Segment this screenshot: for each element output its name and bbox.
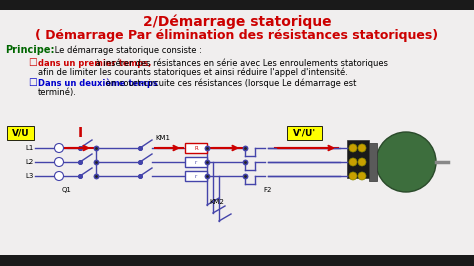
Text: r: r: [195, 160, 197, 164]
Text: L1: L1: [26, 145, 34, 151]
Bar: [0, 0, 474, 10]
Bar: [185, 143, 207, 153]
Bar: [185, 157, 207, 167]
Text: 2/Démarrage statorique: 2/Démarrage statorique: [143, 15, 331, 29]
Circle shape: [55, 157, 64, 167]
Text: dans un premier temps,: dans un premier temps,: [38, 59, 151, 68]
Circle shape: [358, 172, 366, 180]
Text: afin de limiter les courants statoriques et ainsi réduire l'appel d'intensité.: afin de limiter les courants statoriques…: [38, 67, 348, 77]
Text: Q1: Q1: [62, 187, 72, 193]
FancyBboxPatch shape: [8, 126, 35, 139]
Text: L3: L3: [26, 173, 34, 179]
Text: Le démarrage statorique consiste :: Le démarrage statorique consiste :: [52, 45, 202, 55]
Text: terminé).: terminé).: [38, 88, 77, 97]
Text: Principe:: Principe:: [5, 45, 55, 55]
Circle shape: [349, 144, 357, 152]
Circle shape: [55, 143, 64, 152]
Text: ☐: ☐: [28, 78, 37, 88]
Circle shape: [55, 172, 64, 181]
Circle shape: [349, 158, 357, 166]
Text: R: R: [194, 146, 198, 151]
Bar: [369, 143, 377, 181]
Text: Dans un deuxième temps: Dans un deuxième temps: [38, 78, 158, 88]
Text: ☐: ☐: [28, 58, 37, 68]
Circle shape: [349, 172, 357, 180]
Bar: [0, 255, 474, 266]
Text: V'/U': V'/U': [293, 128, 317, 138]
Text: KM2: KM2: [210, 199, 224, 205]
Text: ( Démarrage Par élimination des résistances statoriques): ( Démarrage Par élimination des résistan…: [36, 30, 438, 43]
Text: à insérer des résistances en série avec Les enroulements statoriques: à insérer des résistances en série avec …: [93, 58, 388, 68]
Text: on court-circuite ces résistances (lorsque Le démarrage est: on court-circuite ces résistances (lorsq…: [103, 78, 356, 88]
Text: I: I: [77, 126, 82, 140]
Text: V/U: V/U: [12, 128, 30, 138]
Circle shape: [376, 132, 436, 192]
FancyBboxPatch shape: [288, 126, 322, 139]
Circle shape: [358, 144, 366, 152]
Text: r: r: [195, 173, 197, 178]
Circle shape: [358, 158, 366, 166]
Text: F2: F2: [264, 187, 272, 193]
Text: KM1: KM1: [155, 135, 171, 141]
Text: L2: L2: [26, 159, 34, 165]
Bar: [185, 171, 207, 181]
Bar: [347, 140, 369, 178]
